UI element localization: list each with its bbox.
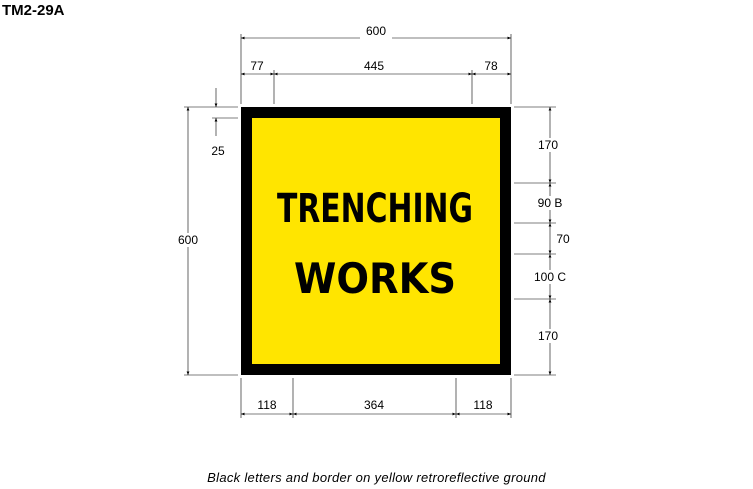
dim-right-5: 170 (538, 329, 558, 343)
sign-background (252, 118, 500, 364)
dim-bottom-left: 118 (257, 398, 276, 412)
dim-right-1: 170 (538, 138, 558, 152)
caption: Black letters and border on yellow retro… (207, 470, 546, 485)
dim-right-2: 90 B (538, 196, 563, 210)
sign-line-2: WORKS (294, 254, 456, 303)
dim-right-4: 100 C (534, 270, 566, 284)
dim-left-border: 25 (211, 144, 225, 158)
dimension-labels: 600 77 445 78 600 25 170 90 B 70 100 C 1… (171, 24, 573, 412)
sign-line-1: TRENCHING (277, 186, 473, 232)
sign-code: TM2-29A (2, 2, 65, 19)
dim-bottom-right: 118 (473, 398, 492, 412)
dim-top-right: 78 (484, 59, 498, 73)
dim-right-3: 70 (556, 232, 570, 246)
dim-left-overall: 600 (178, 233, 198, 247)
dim-top-overall: 600 (366, 24, 386, 38)
dim-bottom-middle: 364 (364, 398, 384, 412)
dim-top-left: 77 (250, 59, 264, 73)
dim-top-middle: 445 (364, 59, 384, 73)
